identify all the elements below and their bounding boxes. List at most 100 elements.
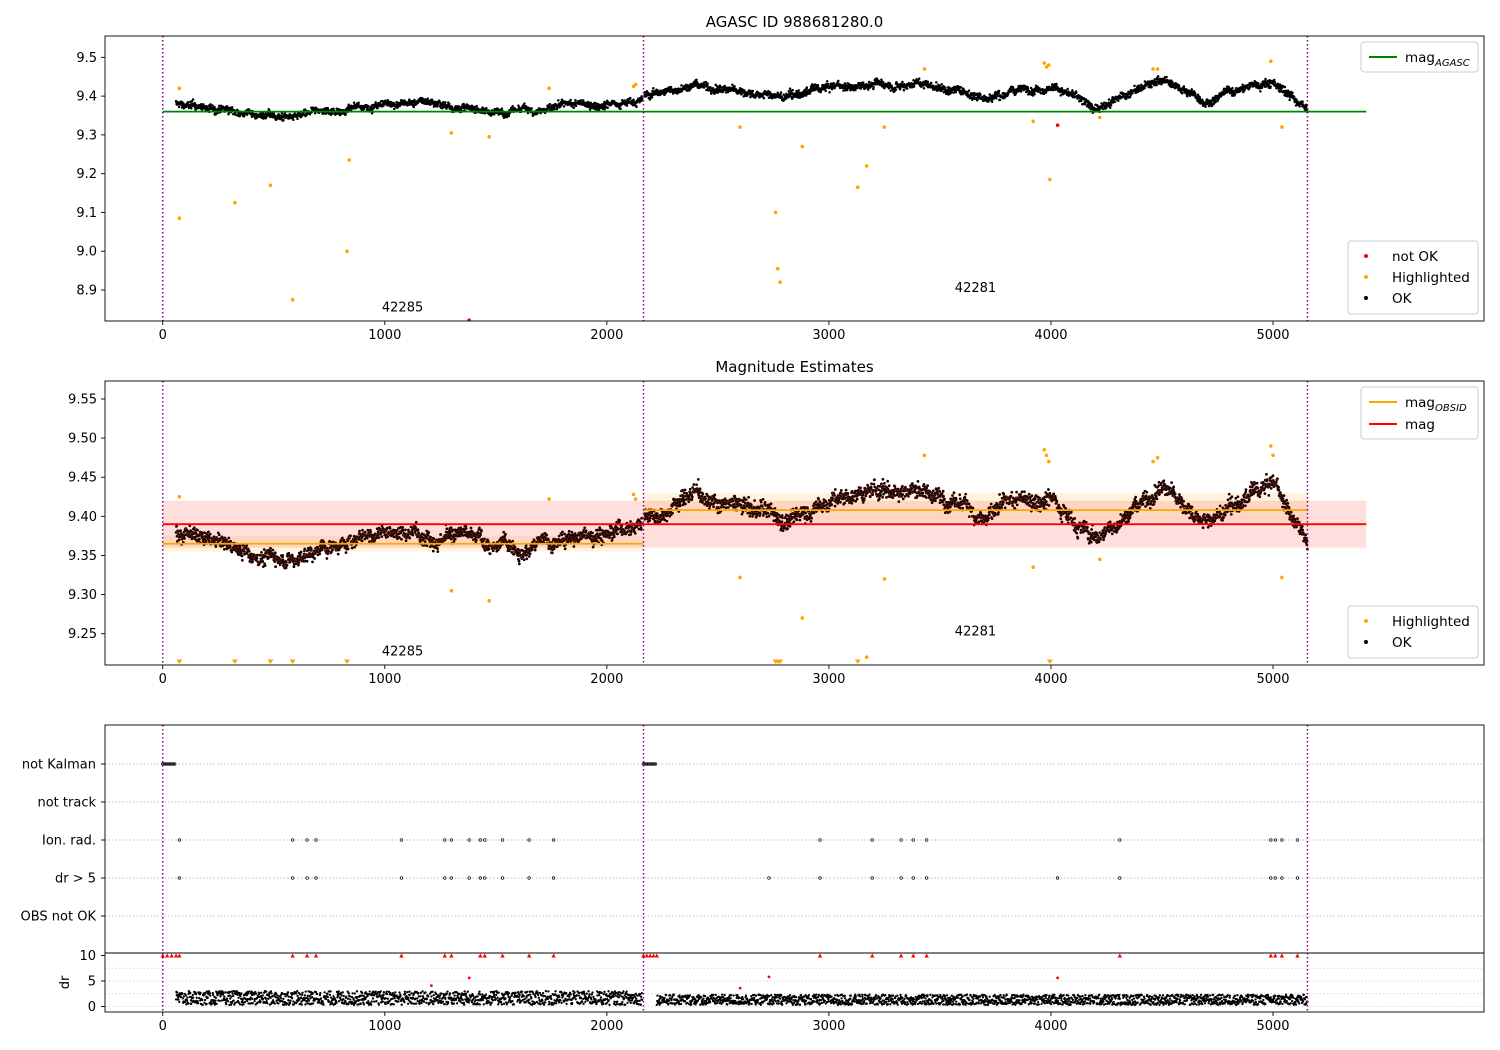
panel-0-ok-point bbox=[245, 113, 249, 116]
panel-1-ok-point bbox=[179, 529, 182, 532]
panel-0-series-1-point-21 bbox=[1031, 119, 1035, 124]
panel-0-ok-point bbox=[177, 105, 181, 109]
panel-0-ok-point bbox=[888, 82, 892, 85]
panel-0-ok-point bbox=[574, 104, 578, 108]
panel-0-series-1-point-3 bbox=[268, 183, 273, 188]
panel-0-ok-point bbox=[483, 112, 487, 115]
panel-0-ok-point bbox=[227, 112, 230, 116]
panel-1-ok-point bbox=[255, 556, 259, 560]
panel-0-title: AGASC ID 988681280.0 bbox=[706, 13, 884, 31]
panel-0-ok-point bbox=[779, 91, 783, 94]
panel-1-ok-point bbox=[345, 545, 349, 548]
panel-0-xtick-label-0: 0 bbox=[159, 328, 167, 343]
panel-0-ok-point bbox=[304, 108, 307, 111]
panel-0-ok-point bbox=[1288, 98, 1291, 102]
panel-0-ok-point bbox=[412, 105, 416, 109]
panel-0-ok-point bbox=[902, 88, 906, 92]
panel-1-ok-point bbox=[267, 556, 271, 559]
panel-0-ok-point bbox=[995, 97, 998, 100]
panel-0-ok-point bbox=[867, 80, 871, 84]
panel-0-ok-point bbox=[640, 97, 644, 100]
panel-1-ok-point bbox=[299, 550, 303, 554]
panel-0-ok-point bbox=[1075, 91, 1078, 95]
panel-0-ok-point bbox=[922, 86, 926, 90]
panel-0-series-1-point-14 bbox=[776, 266, 780, 271]
panel-0-ok-point bbox=[238, 114, 242, 118]
panel-0-ok-point bbox=[632, 98, 635, 101]
panel-1-ok-point bbox=[285, 564, 289, 567]
panel-1-plot-area bbox=[162, 444, 1367, 664]
panel-0-ok-point bbox=[901, 80, 904, 84]
panel-0-ok-point bbox=[327, 108, 330, 112]
panel-0-ok-point bbox=[1143, 87, 1146, 90]
panel-0-ok-point bbox=[217, 104, 221, 108]
panel-0-ytick-label-3: 9.2 bbox=[76, 167, 97, 182]
panel-0-series-1-point-15 bbox=[778, 280, 782, 285]
panel-0-ok-point bbox=[1066, 87, 1069, 91]
panel-0-ok-point bbox=[660, 92, 663, 96]
panel-0-ok-point bbox=[426, 97, 430, 100]
panel-0-series-1-point-0 bbox=[177, 86, 182, 91]
panel-0-ok-point bbox=[1006, 92, 1010, 96]
panel-0-ok-point bbox=[374, 101, 377, 104]
panel-0-ok-point bbox=[917, 77, 921, 80]
panel-0-ok-point bbox=[1084, 103, 1087, 106]
panel-0-ok-point bbox=[716, 91, 720, 94]
panel-0-ok-point bbox=[640, 95, 643, 98]
panel-0-ok-point bbox=[950, 90, 953, 94]
panel-1-ok-point bbox=[310, 547, 313, 551]
panel-0-xtick-label-4: 4000 bbox=[1034, 328, 1067, 343]
panel-1-ok-point bbox=[313, 557, 316, 560]
panel-1-ok-point bbox=[198, 537, 201, 541]
panel-0-ok-point bbox=[450, 106, 454, 109]
panel-1-ok-point bbox=[344, 551, 348, 554]
panel-0-ok-point bbox=[1264, 77, 1267, 81]
panel-0-ok-point bbox=[635, 105, 638, 108]
panel-0-ok-point bbox=[1241, 83, 1244, 87]
panel-0-ok-point bbox=[347, 103, 350, 106]
panel-1-ok-point bbox=[325, 557, 329, 560]
panel-1-ok-point bbox=[294, 562, 298, 566]
panel-0-legend-lower-label-0: not OK bbox=[1392, 249, 1439, 265]
panel-0-ok-point bbox=[997, 89, 1001, 93]
panel-0-ok-point bbox=[413, 98, 416, 102]
panel-0-ok-point bbox=[606, 106, 609, 109]
panel-0-ok-point bbox=[872, 86, 875, 89]
panel-0-ok-point bbox=[1198, 96, 1202, 99]
panel-0-ok-point bbox=[894, 88, 898, 91]
panel-0-ok-point bbox=[828, 90, 831, 94]
panel-0-ok-point bbox=[511, 104, 514, 108]
panel-0-ok-point bbox=[272, 112, 276, 115]
panel-0-ok-point bbox=[447, 102, 451, 106]
panel-0-series-1-point-13 bbox=[773, 210, 778, 215]
panel-0-series-1-point-5 bbox=[345, 249, 349, 253]
panel-1-ok-point bbox=[196, 529, 199, 532]
panel-0-ok-point bbox=[603, 108, 606, 111]
panel-0-plot-area bbox=[162, 59, 1367, 321]
panel-0-ok-point bbox=[1283, 85, 1287, 89]
panel-0-ok-point bbox=[326, 106, 329, 110]
panel-0-ok-point bbox=[247, 108, 251, 111]
panel-0-ok-point bbox=[826, 82, 830, 86]
panel-0-ytick-label-2: 9.1 bbox=[76, 206, 97, 221]
panel-0-legend-upper-label-main-0: mag bbox=[1405, 50, 1435, 66]
panel-1-ok-point bbox=[251, 560, 254, 564]
panel-0-ok-point bbox=[338, 113, 342, 117]
panel-0-series-1-point-4 bbox=[290, 297, 295, 302]
panel-0-ok-point bbox=[1269, 85, 1272, 88]
panel-1-ok-point bbox=[297, 561, 300, 565]
panel-0-frame bbox=[104, 35, 1485, 322]
panel-0-ok-point bbox=[832, 81, 836, 85]
panel-1-ok-point bbox=[208, 532, 212, 536]
panel-0-series-1-point-20 bbox=[922, 67, 927, 71]
panel-1-ok-point bbox=[223, 548, 226, 551]
panel-0-ok-point bbox=[718, 84, 722, 87]
panel-0-series-1-point-26 bbox=[1098, 115, 1102, 120]
panel-0-ok-point bbox=[1150, 86, 1153, 89]
panel-1-ok-point bbox=[271, 548, 275, 552]
panel-0-ok-point bbox=[905, 87, 909, 90]
panel-0-ok-point bbox=[1272, 78, 1276, 82]
panel-0-ok-point bbox=[731, 83, 734, 86]
panel-0-ok-point bbox=[866, 88, 870, 91]
